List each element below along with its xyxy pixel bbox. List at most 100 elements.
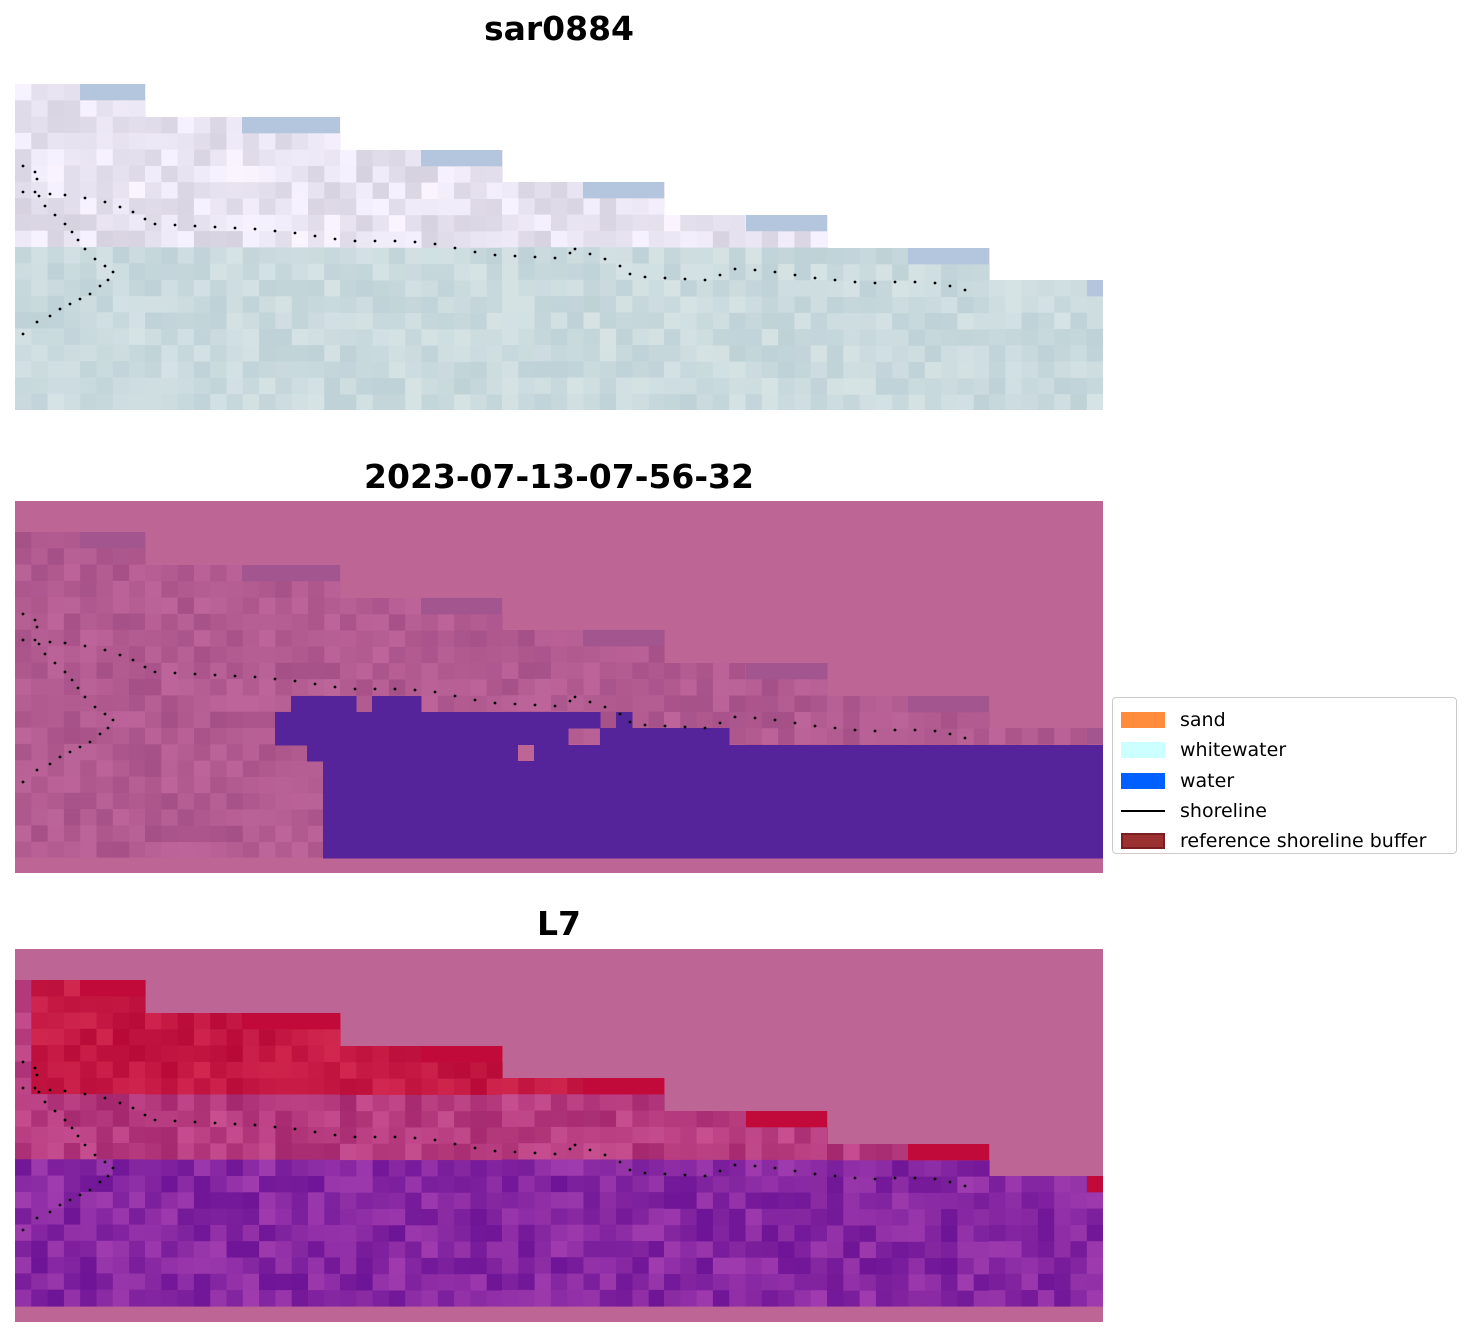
raster-cell: [454, 329, 471, 347]
raster-cell: [664, 1241, 681, 1259]
raster-cell: [437, 1111, 455, 1129]
shoreline-point: [948, 732, 952, 736]
raster-cell: [112, 1240, 130, 1258]
raster-cell: [583, 1110, 601, 1128]
raster-cell: [534, 662, 552, 680]
raster-cell: [96, 1159, 114, 1177]
raster-cell: [112, 361, 130, 378]
raster-cell: [470, 1160, 488, 1177]
raster-cell: [1086, 1241, 1103, 1259]
raster-cell: [47, 532, 65, 549]
shoreline-point: [433, 242, 437, 246]
raster-cell: [356, 695, 374, 713]
raster-cell: [778, 263, 795, 281]
raster-cell: [226, 1061, 244, 1079]
raster-cell: [567, 1241, 585, 1258]
raster-cell: [63, 760, 81, 778]
raster-cell: [680, 361, 698, 379]
raster-cell: [275, 1176, 293, 1193]
raster-cell: [129, 760, 146, 778]
raster-cell: [664, 1274, 681, 1291]
raster-cell: [226, 597, 244, 615]
raster-cell: [518, 1192, 536, 1209]
raster-cell: [470, 1274, 488, 1292]
shoreline-point: [21, 780, 25, 784]
raster-cell: [550, 646, 568, 664]
raster-cell: [356, 231, 374, 249]
raster-cell: [778, 345, 795, 363]
raster-cell: [177, 1029, 195, 1047]
shoreline-point: [131, 210, 135, 214]
raster-cell: [96, 132, 114, 150]
raster-cell: [502, 1110, 519, 1128]
raster-cell: [518, 279, 536, 297]
raster-cell: [47, 1224, 65, 1242]
raster-cell: [145, 1078, 162, 1096]
raster-cell: [502, 1208, 519, 1226]
shoreline-point: [118, 653, 122, 657]
raster-cell: [648, 312, 665, 330]
panel-title-3: L7: [537, 904, 581, 943]
raster-cell: [696, 1257, 714, 1275]
raster-cell: [96, 597, 114, 615]
raster-cell: [827, 1274, 844, 1292]
raster-cell: [324, 231, 341, 248]
raster-cell: [712, 1225, 730, 1242]
raster-cell: [372, 150, 390, 167]
raster-cell: [518, 662, 536, 680]
raster-cell: [145, 1110, 162, 1128]
raster-cell: [63, 1143, 81, 1160]
raster-cell: [454, 1209, 471, 1226]
raster-cell: [177, 133, 195, 151]
raster-cell: [80, 760, 98, 778]
raster-cell: [193, 842, 211, 858]
raster-cell: [129, 149, 146, 167]
raster-cell: [145, 565, 162, 582]
raster-cell: [550, 1078, 568, 1095]
raster-cell: [372, 198, 390, 216]
raster-cell: [859, 712, 877, 730]
raster-cell: [63, 1126, 81, 1144]
shoreline-point: [98, 732, 102, 736]
raster-cell: [827, 1144, 844, 1161]
raster-cell: [193, 1013, 211, 1030]
raster-cell: [827, 248, 844, 265]
raster-cell: [259, 149, 276, 167]
raster-cell: [308, 1257, 325, 1275]
raster-cell: [145, 377, 162, 395]
raster-cell: [1005, 1257, 1023, 1275]
raster-cell: [437, 313, 455, 330]
raster-cell: [518, 296, 536, 313]
raster-cell: [518, 1078, 536, 1095]
raster-cell: [210, 728, 228, 745]
shoreline-point: [193, 1120, 197, 1124]
raster-cell: [129, 727, 146, 745]
raster-cell: [356, 614, 374, 632]
raster-cell: [15, 580, 32, 598]
raster-cell: [794, 1208, 812, 1226]
raster-cell: [161, 312, 179, 330]
shoreline-point: [618, 1160, 622, 1164]
raster-cell: [1054, 280, 1072, 297]
raster-cell: [1054, 1192, 1072, 1210]
shoreline-point: [933, 281, 937, 285]
raster-cell: [15, 711, 32, 729]
raster-cell: [859, 362, 877, 379]
raster-cell: [96, 1240, 114, 1258]
raster-cell: [1021, 1241, 1039, 1259]
raster-cell: [112, 564, 130, 582]
raster-cell: [112, 792, 130, 810]
water-pixel: [973, 761, 1039, 778]
raster-cell: [356, 1241, 374, 1259]
raster-cell: [129, 312, 146, 330]
raster-cell: [843, 1176, 861, 1194]
water-pixel: [875, 745, 974, 762]
raster-cell: [924, 280, 942, 298]
raster-cell: [275, 646, 293, 664]
raster-cell: [421, 280, 439, 298]
raster-cell: [778, 329, 795, 346]
raster-cell: [712, 231, 730, 249]
raster-cell: [372, 1078, 390, 1096]
raster-cell: [80, 662, 98, 680]
raster-cell: [745, 296, 763, 314]
